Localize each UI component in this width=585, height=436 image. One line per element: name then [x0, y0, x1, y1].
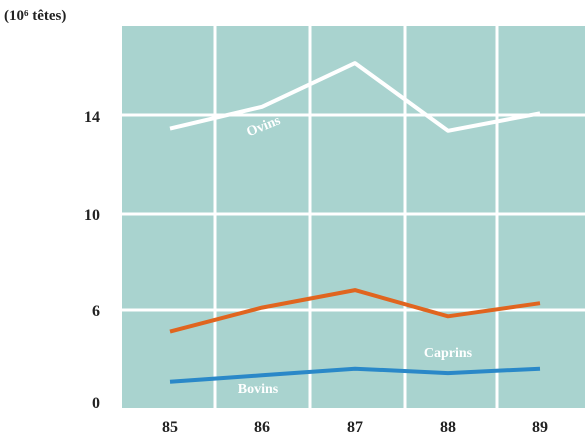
- plot-background: [122, 26, 585, 408]
- x-tick-label: 87: [347, 419, 363, 436]
- series-label-bovins: Bovins: [238, 382, 279, 397]
- series-line-bovins: [169, 366, 541, 384]
- y-tick-label: 14: [84, 109, 100, 126]
- x-tick-label: 85: [162, 419, 178, 436]
- series-lines: [169, 61, 541, 384]
- series-line-ovins: [169, 61, 541, 133]
- y-tick-label: 10: [84, 207, 100, 224]
- grid-lines: [122, 26, 585, 408]
- x-tick-label: 88: [440, 419, 456, 436]
- y-axis-ticks: 0 6 10 14: [84, 109, 100, 412]
- series-line-caprins: [169, 288, 541, 334]
- y-unit-label: (10⁶ têtes): [4, 8, 67, 24]
- x-tick-label: 86: [254, 419, 270, 436]
- x-tick-label: 89: [532, 419, 548, 436]
- series-label-caprins: Caprins: [424, 346, 473, 361]
- x-axis-ticks: 85 86 87 88 89: [162, 419, 548, 436]
- y-tick-label: 6: [92, 303, 100, 320]
- y-tick-label: 0: [92, 395, 100, 412]
